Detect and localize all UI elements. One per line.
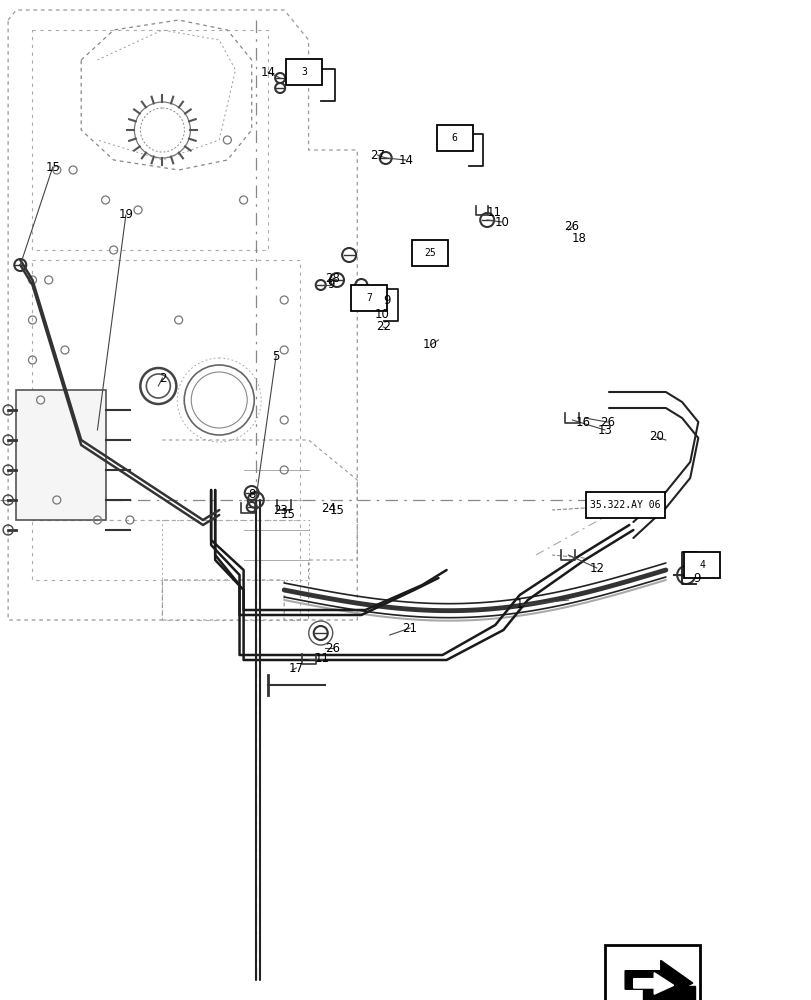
Text: 26: 26 bbox=[564, 221, 578, 233]
Text: 6: 6 bbox=[451, 133, 457, 143]
Text: 8: 8 bbox=[247, 488, 255, 502]
FancyBboxPatch shape bbox=[286, 59, 322, 85]
Text: 14: 14 bbox=[260, 66, 275, 79]
Text: 9: 9 bbox=[692, 572, 700, 584]
FancyBboxPatch shape bbox=[436, 125, 472, 151]
Text: 23: 23 bbox=[272, 504, 287, 516]
Polygon shape bbox=[624, 960, 692, 1000]
FancyBboxPatch shape bbox=[684, 552, 719, 578]
Text: 10: 10 bbox=[494, 216, 508, 229]
Text: 10: 10 bbox=[374, 308, 388, 322]
Text: 7: 7 bbox=[366, 293, 372, 303]
Text: 4: 4 bbox=[698, 560, 705, 570]
Text: 14: 14 bbox=[398, 154, 413, 167]
Bar bbox=[16, 390, 106, 520]
Text: 11: 11 bbox=[315, 652, 329, 666]
Text: 20: 20 bbox=[648, 430, 663, 444]
Text: 18: 18 bbox=[571, 232, 586, 244]
Text: 26: 26 bbox=[599, 416, 614, 428]
Text: 9: 9 bbox=[383, 294, 391, 306]
Text: 27: 27 bbox=[370, 149, 384, 162]
Text: 17: 17 bbox=[289, 662, 303, 674]
Text: 21: 21 bbox=[402, 621, 417, 635]
Text: 15: 15 bbox=[45, 161, 60, 174]
Text: 15: 15 bbox=[329, 504, 344, 516]
Bar bbox=[604, 945, 699, 1000]
FancyBboxPatch shape bbox=[351, 285, 387, 311]
Polygon shape bbox=[633, 973, 673, 994]
Text: 16: 16 bbox=[575, 416, 590, 428]
Text: 19: 19 bbox=[118, 209, 133, 222]
Text: 26: 26 bbox=[325, 642, 340, 654]
Text: 1: 1 bbox=[515, 598, 523, 611]
Polygon shape bbox=[609, 986, 694, 1000]
Text: 12: 12 bbox=[589, 562, 603, 574]
FancyBboxPatch shape bbox=[412, 240, 448, 266]
Text: 9: 9 bbox=[327, 278, 335, 292]
Text: 2: 2 bbox=[158, 371, 166, 384]
Text: 25: 25 bbox=[424, 248, 436, 258]
Text: 24: 24 bbox=[321, 502, 336, 514]
Text: 35.322.AY 06: 35.322.AY 06 bbox=[590, 500, 659, 510]
Text: 5: 5 bbox=[272, 350, 280, 362]
FancyBboxPatch shape bbox=[585, 492, 664, 518]
Text: 15: 15 bbox=[281, 508, 295, 522]
Text: 10: 10 bbox=[423, 338, 437, 352]
Text: 11: 11 bbox=[486, 207, 500, 220]
Text: 22: 22 bbox=[375, 320, 390, 334]
Text: 28: 28 bbox=[325, 271, 340, 284]
Text: 13: 13 bbox=[597, 424, 611, 436]
Text: 3: 3 bbox=[301, 67, 307, 77]
